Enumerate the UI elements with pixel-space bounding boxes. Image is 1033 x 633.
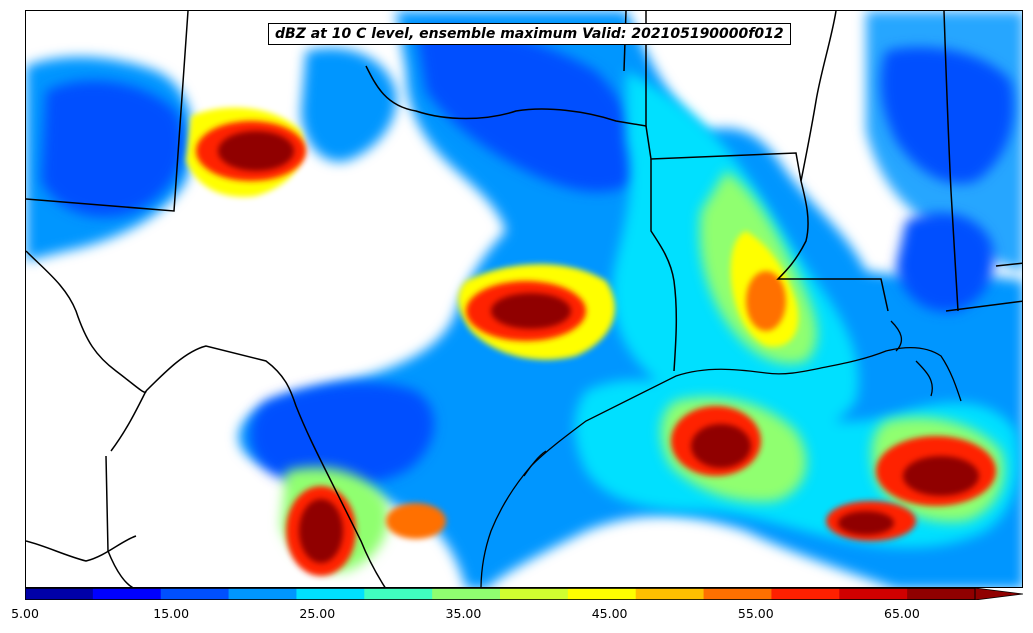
colorbar-segment	[771, 588, 840, 600]
colorbar-outline	[25, 588, 976, 600]
colorbar-segment	[839, 588, 908, 600]
state-boundaries	[26, 11, 1022, 587]
colorbar-segment	[432, 588, 501, 600]
colorbar-tick-label: 65.00	[884, 606, 920, 621]
reflectivity-map	[26, 11, 1022, 587]
colorbar-tick-label: 35.00	[445, 606, 482, 621]
map-panel: dBZ at 10 C level, ensemble maximum Vali…	[25, 10, 1023, 588]
colorbar-segment	[703, 588, 772, 600]
colorbar-segment	[364, 588, 433, 600]
colorbar-segment	[567, 588, 637, 600]
colorbar-segment	[25, 588, 94, 600]
colorbar-tick-label: 45.00	[591, 606, 628, 621]
colorbar-segment	[907, 588, 976, 600]
radar-echo-layer-core	[218, 131, 979, 563]
colorbar-segment	[500, 588, 569, 600]
colorbar-segment	[228, 588, 297, 600]
colorbar-segment	[296, 588, 365, 600]
coastline	[480, 320, 962, 587]
colorbar-tick-label: 25.00	[299, 606, 336, 621]
colorbar-segment	[160, 588, 230, 600]
colorbar-segment	[92, 588, 162, 600]
colorbar-extend-arrow	[974, 588, 1023, 600]
colorbar-segment	[635, 588, 705, 600]
map-title: dBZ at 10 C level, ensemble maximum Vali…	[268, 23, 791, 45]
colorbar-tick-label: 15.00	[153, 606, 190, 621]
colorbar-tick-label: 55.00	[737, 606, 774, 621]
colorbar	[25, 588, 1023, 600]
colorbar-tick-label: 5.00	[11, 606, 39, 621]
